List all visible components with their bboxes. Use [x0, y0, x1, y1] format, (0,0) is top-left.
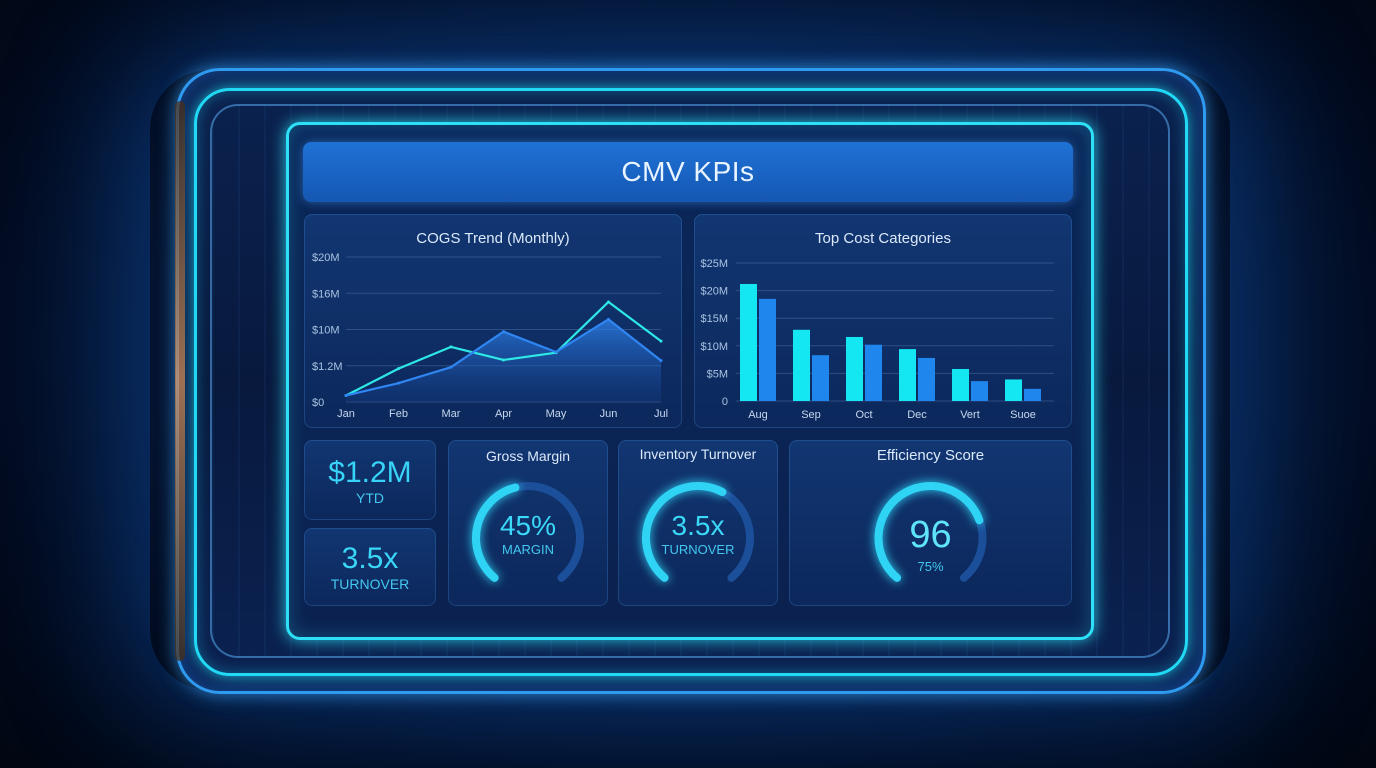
bar	[1024, 388, 1041, 401]
top-cost-chart: 0 $5M $10M $15M $20M $25M Aug Sep Oct Dec Vert Suoe	[700, 258, 1054, 421]
gauge-fill	[874, 482, 984, 582]
top-cost-panel: Top Cost Categories 0 $5M $10M $15M $20M $25M…	[694, 214, 1072, 428]
gross-margin-gauge	[472, 482, 584, 582]
x-tick-label: Jun	[600, 408, 618, 420]
data-point	[554, 350, 558, 354]
bar	[740, 283, 757, 401]
ytd-label: YTD	[356, 490, 384, 506]
x-tick-label: Sep	[801, 409, 821, 421]
x-tick-label: Jul	[654, 408, 668, 420]
data-point	[502, 330, 505, 334]
cogs-trend-chart: $0 $1.2M $10M $16M $20M Jan Feb Mar Apr May Jun Jul	[312, 252, 668, 420]
ytd-card: $1.2M YTD	[304, 440, 436, 520]
x-tick-label: Vert	[960, 409, 980, 421]
data-point	[397, 381, 400, 385]
y-tick-label: $10M	[700, 341, 728, 353]
bar	[865, 344, 882, 401]
top-cost-title: Top Cost Categories	[815, 230, 951, 247]
y-tick-label: $25M	[700, 258, 728, 270]
data-point	[449, 365, 453, 369]
efficiency-score-panel: Efficiency Score 96 75%	[789, 440, 1072, 606]
page-title: CMV KPIs	[621, 156, 755, 187]
gross-margin-label: MARGIN	[502, 542, 554, 557]
x-tick-label: Oct	[855, 409, 872, 421]
efficiency-score-gauge	[874, 482, 987, 582]
device-frame-neon	[194, 88, 1188, 676]
inventory-turnover-value: 3.5x	[671, 510, 725, 541]
x-tick-label: Jan	[337, 408, 355, 420]
turnover-card: 3.5x TURNOVER	[304, 528, 436, 606]
inventory-turnover-panel: Inventory Turnover 3.5x TURNOVER	[618, 440, 778, 606]
x-tick-label: Mar	[442, 408, 461, 420]
gross-margin-value: 45%	[499, 510, 557, 541]
inventory-turnover-title: Inventory Turnover	[639, 446, 757, 462]
bar	[793, 329, 810, 401]
data-point	[607, 317, 610, 321]
y-tick-label: $1.2M	[312, 361, 343, 373]
bar	[846, 336, 863, 401]
x-tick-label: Feb	[389, 408, 408, 420]
y-tick-label: $5M	[707, 368, 728, 380]
data-point	[449, 345, 453, 349]
y-tick-label: 0	[722, 396, 728, 408]
y-tick-label: $20M	[312, 252, 340, 264]
data-point	[607, 300, 610, 304]
bar	[918, 357, 935, 401]
y-tick-label: $20M	[700, 286, 728, 298]
y-tick-label: $0	[312, 397, 324, 409]
y-tick-label: $10M	[312, 325, 340, 337]
x-tick-label: May	[546, 408, 567, 420]
data-point	[397, 367, 400, 371]
cogs-trend-panel: COGS Trend (Monthly) $0 $1.2M $10M $16M $20M…	[304, 214, 682, 428]
data-point	[659, 339, 663, 343]
gauge-fill	[472, 483, 520, 582]
x-tick-label: Dec	[907, 409, 927, 421]
data-point	[502, 358, 505, 362]
bar	[1005, 379, 1022, 401]
turnover-label: TURNOVER	[330, 576, 410, 592]
bar	[971, 381, 988, 401]
data-point	[344, 393, 348, 397]
data-point	[659, 359, 663, 363]
bar	[812, 355, 829, 401]
gauge-fill	[642, 482, 727, 582]
x-tick-label: Aug	[748, 409, 768, 421]
y-tick-label: $16M	[312, 288, 340, 300]
efficiency-score-value: 96	[909, 514, 952, 556]
cogs-trend-title: COGS Trend (Monthly)	[416, 230, 570, 247]
x-tick-label: Suoe	[1010, 409, 1036, 421]
ytd-value: $1.2M	[328, 456, 412, 489]
inventory-turnover-gauge	[642, 482, 754, 582]
x-tick-label: Apr	[495, 408, 512, 420]
bar	[759, 298, 776, 401]
bar	[952, 368, 969, 401]
turnover-value: 3.5x	[341, 542, 399, 575]
inventory-turnover-label: TURNOVER	[661, 542, 735, 557]
gross-margin-title: Gross Margin	[485, 448, 571, 464]
gross-margin-panel: Gross Margin 45% MARGIN	[448, 440, 608, 606]
efficiency-score-title: Efficiency Score	[876, 447, 985, 464]
y-tick-label: $15M	[700, 313, 728, 325]
title-bar: CMV KPIs	[303, 142, 1073, 202]
bar	[899, 349, 916, 401]
efficiency-score-label: 75%	[917, 559, 944, 574]
